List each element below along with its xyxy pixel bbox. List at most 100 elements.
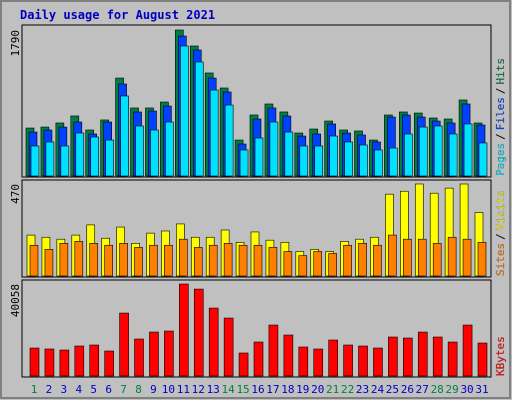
- bar: [179, 283, 189, 377]
- x-tick-label: 2: [46, 383, 53, 396]
- bar: [44, 249, 54, 277]
- bar: [164, 330, 174, 377]
- bar: [462, 324, 473, 377]
- bar: [149, 244, 158, 277]
- bar: [89, 344, 100, 377]
- bar: [104, 244, 113, 277]
- bar: [373, 244, 382, 277]
- bar: [358, 243, 367, 277]
- bar: [299, 145, 309, 177]
- legend: KBytes: [494, 336, 507, 376]
- x-tick-label: 1: [31, 383, 38, 396]
- bar: [60, 145, 70, 177]
- x-tick-label: 17: [266, 383, 279, 396]
- bar: [389, 147, 398, 177]
- bar: [417, 331, 428, 377]
- bar: [447, 341, 458, 377]
- x-tick-label: 14: [222, 383, 236, 396]
- legend-entry: KBytes: [494, 336, 507, 376]
- bar: [269, 121, 279, 177]
- bar: [388, 336, 398, 377]
- bar: [477, 342, 488, 377]
- bar: [462, 238, 472, 277]
- x-tick-label: 31: [475, 383, 488, 396]
- legend-entry: Pages: [494, 143, 507, 176]
- x-tick-label: 24: [371, 383, 385, 396]
- bar: [164, 244, 173, 277]
- legend-entry: Hits: [494, 58, 507, 85]
- x-tick-label: 15: [236, 383, 249, 396]
- bar: [29, 347, 40, 377]
- x-tick-label: 21: [326, 383, 339, 396]
- bar: [45, 141, 55, 177]
- bar: [477, 242, 487, 277]
- bar: [119, 243, 128, 277]
- bar: [283, 251, 293, 277]
- x-tick-label: 29: [446, 383, 459, 396]
- bar: [403, 238, 412, 277]
- bar: [313, 348, 324, 377]
- bar: [344, 141, 353, 177]
- bar: [329, 135, 338, 177]
- bar: [149, 331, 159, 377]
- bar: [298, 346, 309, 377]
- x-tick-label: 23: [356, 383, 369, 396]
- bar: [447, 236, 457, 277]
- x-tick-label: 10: [162, 383, 175, 396]
- bar: [268, 247, 278, 277]
- y-tick-label: 40058: [9, 284, 22, 317]
- bar: [478, 142, 488, 177]
- x-tick-label: 19: [296, 383, 309, 396]
- x-tick-label: 27: [416, 383, 429, 396]
- bar: [105, 139, 114, 177]
- bar: [404, 133, 413, 177]
- bar: [89, 243, 99, 277]
- bar: [284, 131, 294, 177]
- bar: [238, 352, 249, 377]
- bar: [59, 349, 70, 377]
- bar: [358, 345, 368, 377]
- bar: [44, 348, 55, 377]
- bar: [314, 145, 324, 177]
- bar: [432, 336, 443, 377]
- bar: [238, 244, 248, 277]
- bar: [74, 241, 84, 277]
- x-tick-label: 18: [281, 383, 294, 396]
- bar: [30, 145, 40, 177]
- bar: [150, 129, 159, 177]
- legend-separator: /: [494, 133, 507, 140]
- bar: [343, 344, 353, 377]
- legend: Pages / Files / Hits: [494, 58, 507, 176]
- bar: [268, 324, 279, 377]
- bar: [119, 312, 129, 377]
- legend-separator: /: [494, 233, 507, 240]
- x-tick-label: 13: [207, 383, 220, 396]
- bar: [417, 238, 427, 277]
- bar: [193, 288, 204, 377]
- legend-entry: Sites: [494, 243, 507, 276]
- bar: [165, 121, 174, 177]
- bar: [283, 334, 294, 377]
- bar: [359, 144, 368, 177]
- x-tick-label: 25: [386, 383, 399, 396]
- x-tick-label: 16: [251, 383, 264, 396]
- bar: [193, 247, 203, 277]
- legend-entry: Files: [494, 97, 507, 130]
- bar: [388, 234, 397, 277]
- bar: [313, 251, 323, 277]
- x-tick-label: 8: [135, 383, 142, 396]
- bar: [253, 244, 263, 277]
- bar: [134, 338, 144, 377]
- bar: [29, 244, 39, 277]
- x-tick-label: 22: [341, 383, 354, 396]
- panel-visits: [21, 179, 492, 278]
- bar: [328, 339, 338, 377]
- bar: [418, 126, 428, 177]
- bar: [104, 350, 114, 377]
- bar: [254, 137, 264, 177]
- x-tick-label: 3: [61, 383, 68, 396]
- bar: [343, 244, 352, 277]
- bar: [208, 307, 219, 377]
